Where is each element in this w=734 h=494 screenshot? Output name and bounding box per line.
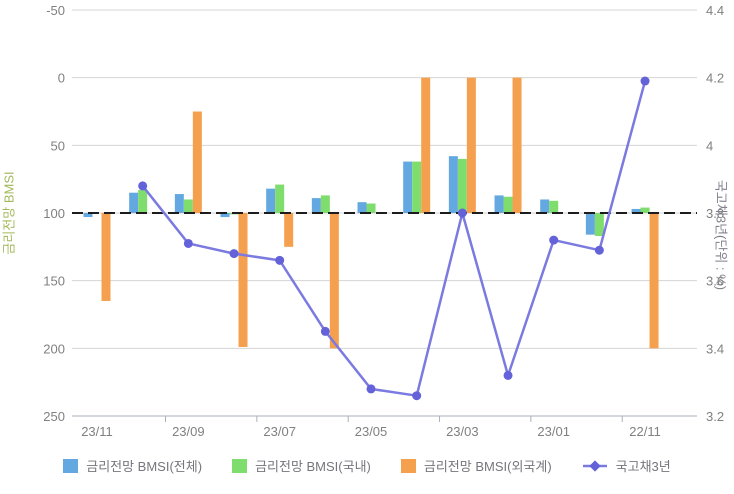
left-axis-tick-label: 50 [51,138,65,153]
bar-금리전망 BMSI(전체)[interactable] [266,188,276,213]
left-axis-tick-label: 200 [43,341,65,356]
bar-금리전망 BMSI(전체)[interactable] [540,199,550,213]
legend-item[interactable]: 금리전망 BMSI(전체) [63,456,202,475]
legend-item[interactable]: 금리전망 BMSI(국내) [232,456,371,475]
point-국고채3년[interactable] [275,255,285,265]
bar-금리전망 BMSI(외국계)[interactable] [192,111,202,214]
bar-금리전망 BMSI(국내)[interactable] [412,161,422,213]
right-axis-tick-label: 4 [706,138,713,153]
legend-item[interactable]: 국고채3년 [582,456,671,475]
legend-label: 금리전망 BMSI(전체) [86,459,203,474]
legend-swatch [232,458,248,473]
right-axis-tick-label: 4.4 [706,3,724,18]
bar-금리전망 BMSI(전체)[interactable] [631,208,641,213]
legend-swatch [63,458,79,473]
point-국고채3년[interactable] [640,76,650,86]
x-axis-label: 23/09 [172,424,205,439]
right-axis-tick-label: 3.8 [706,206,724,221]
left-axis-tick-label: 150 [43,274,65,289]
point-국고채3년[interactable] [412,391,422,401]
bar-금리전망 BMSI(국내)[interactable] [320,195,330,213]
bar-금리전망 BMSI(외국계)[interactable] [284,213,294,247]
bar-금리전망 BMSI(국내)[interactable] [138,189,148,213]
right-axis-tick-label: 3.4 [706,341,724,356]
bar-금리전망 BMSI(전체)[interactable] [448,156,458,213]
left-axis-title: 금리전망 BMSI [1,171,17,255]
point-국고채3년[interactable] [366,384,376,394]
right-axis-tick-label: 3.2 [706,409,724,424]
bar-금리전망 BMSI(국내)[interactable] [640,207,650,213]
point-국고채3년[interactable] [138,181,148,191]
left-axis-tick-label: -50 [46,3,65,18]
bar-금리전망 BMSI(외국계)[interactable] [238,213,248,347]
bar-금리전망 BMSI(국내)[interactable] [549,200,559,213]
bar-금리전망 BMSI(전체)[interactable] [585,213,595,235]
legend: 금리전망 BMSI(전체) 금리전망 BMSI(국내) 금리전망 BMSI(외국계)… [0,456,734,475]
right-axis-tick-label: 3.6 [706,274,724,289]
left-axis-tick-label: 0 [58,71,65,86]
x-axis-label: 23/11 [81,424,113,439]
x-axis-label: 22/11 [629,424,661,439]
legend-item[interactable]: 금리전망 BMSI(외국계) [400,456,552,475]
left-axis-tick-label: 100 [43,206,65,221]
point-국고채3년[interactable] [229,249,239,259]
bar-금리전망 BMSI(국내)[interactable] [275,184,285,213]
x-axis-label: 23/07 [263,424,296,439]
bar-금리전망 BMSI(외국계)[interactable] [649,213,659,349]
bar-금리전망 BMSI(외국계)[interactable] [512,77,522,214]
point-국고채3년[interactable] [549,235,559,245]
bar-금리전망 BMSI(외국계)[interactable] [329,213,339,349]
bar-금리전망 BMSI(전체)[interactable] [174,194,184,213]
plot-area: -50 4.4 0 4.2 50 4 100 3.8 150 3.6 200 3.4 250 3.2 23/… [43,3,724,439]
legend-label: 금리전망 BMSI(외국계) [423,459,552,474]
legend-label: 금리전망 BMSI(국내) [255,459,371,474]
bar-금리전망 BMSI(전체)[interactable] [83,213,93,218]
bar-금리전망 BMSI(국내)[interactable] [183,199,193,213]
legend-label: 국고채3년 [615,459,671,474]
line-국고채3년 [141,80,647,397]
bar-금리전망 BMSI(외국계)[interactable] [466,77,476,214]
point-국고채3년[interactable] [183,238,193,248]
bar-금리전망 BMSI(전체)[interactable] [403,161,413,213]
right-axis-title: 국고채3년(단위 : %) [713,179,729,291]
point-국고채3년[interactable] [594,245,604,255]
bar-금리전망 BMSI(국내)[interactable] [503,196,513,213]
right-axis-tick-label: 4.2 [706,71,724,86]
x-axis-label: 23/01 [537,424,570,439]
bar-금리전망 BMSI(국내)[interactable] [457,158,467,213]
legend-line-marker-icon [582,459,607,472]
left-axis-tick-label: 250 [43,409,65,424]
x-axis-label: 23/03 [446,424,479,439]
bar-금리전망 BMSI(전체)[interactable] [357,202,367,213]
bar-금리전망 BMSI(외국계)[interactable] [421,77,431,214]
bar-금리전망 BMSI(전체)[interactable] [220,213,230,218]
bar-금리전망 BMSI(외국계)[interactable] [101,213,111,301]
x-axis-label: 23/05 [355,424,388,439]
bar-금리전망 BMSI(국내)[interactable] [594,213,604,237]
bar-금리전망 BMSI(전체)[interactable] [311,198,321,213]
bar-금리전망 BMSI(전체)[interactable] [129,192,139,213]
point-국고채3년[interactable] [457,208,467,218]
legend-swatch [400,458,416,473]
bar-금리전망 BMSI(국내)[interactable] [366,203,376,213]
point-국고채3년[interactable] [503,370,513,380]
point-국고채3년[interactable] [320,326,330,336]
bar-금리전망 BMSI(전체)[interactable] [494,195,504,213]
